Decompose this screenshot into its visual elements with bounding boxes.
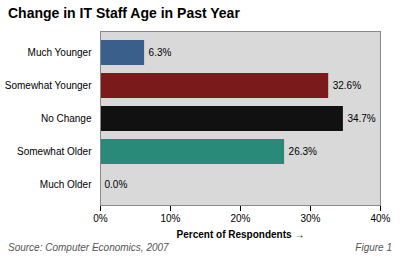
svg-text:Much Younger: Much Younger xyxy=(28,47,93,58)
svg-text:0%: 0% xyxy=(93,213,108,224)
svg-text:0.0%: 0.0% xyxy=(105,179,128,190)
svg-text:40%: 40% xyxy=(370,213,390,224)
svg-text:32.6%: 32.6% xyxy=(333,80,361,91)
svg-text:Percent of Respondents →: Percent of Respondents → xyxy=(177,229,305,240)
html-text:Change in IT Staff Age in Past: Change in IT Staff Age in Past Year xyxy=(8,5,240,21)
svg-text:Somewhat Older: Somewhat Older xyxy=(17,146,92,157)
html-text:Figure 1: Figure 1 xyxy=(355,242,392,253)
svg-text:20%: 20% xyxy=(230,213,250,224)
html-text:Source: Computer Economics, 20: Source: Computer Economics, 2007 xyxy=(8,242,169,253)
svg-text:30%: 30% xyxy=(300,213,320,224)
svg-text:10%: 10% xyxy=(160,213,180,224)
svg-text:No Change: No Change xyxy=(41,113,92,124)
svg-text:6.3%: 6.3% xyxy=(149,47,172,58)
svg-text:26.3%: 26.3% xyxy=(289,146,317,157)
svg-text:Somewhat Younger: Somewhat Younger xyxy=(5,80,92,91)
svg-text:34.7%: 34.7% xyxy=(347,113,375,124)
svg-text:Much Older: Much Older xyxy=(40,179,92,190)
